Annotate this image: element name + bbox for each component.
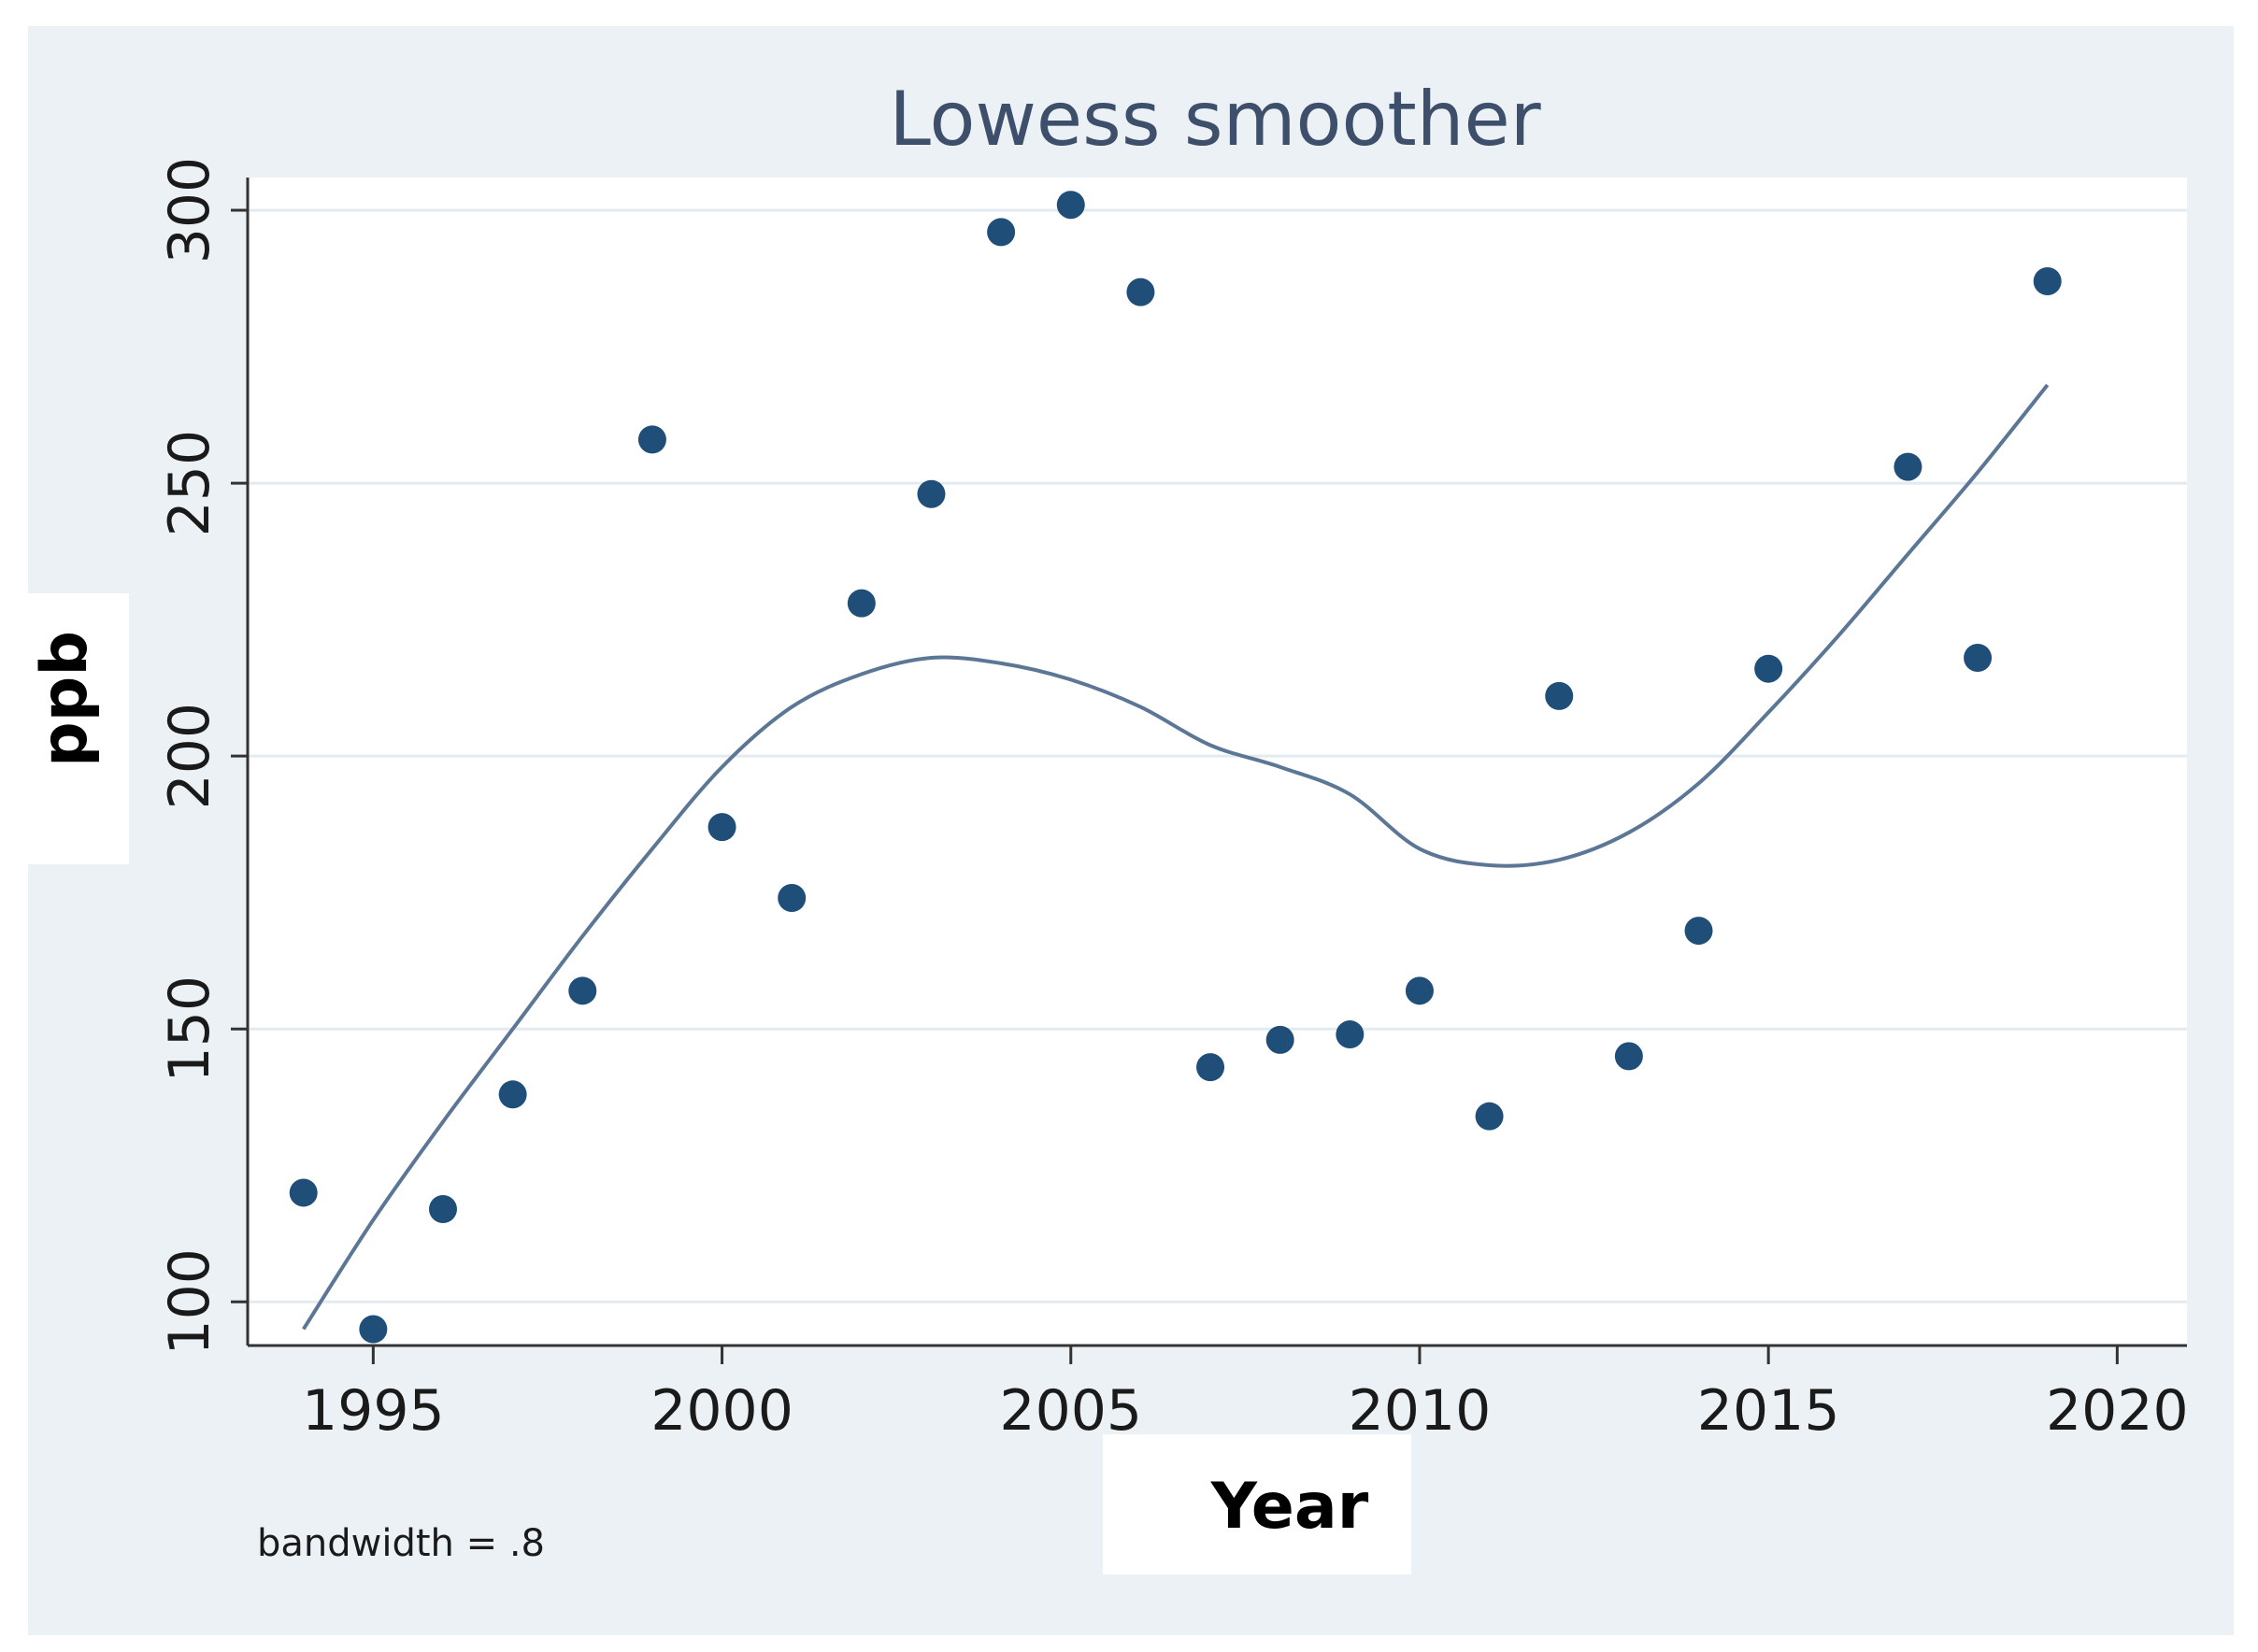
x-tick-label-2000: 2000 [650, 1378, 793, 1444]
x-tick-label-2005: 2005 [999, 1378, 1142, 1444]
scatter-point-2006 [1126, 278, 1155, 306]
scatter-point-2004 [987, 218, 1016, 247]
x-tick-label-2010: 2010 [1349, 1378, 1492, 1444]
scatter-point-2008 [1265, 1025, 1294, 1054]
y-axis-title-box [28, 593, 129, 864]
scatter-point-2013 [1614, 1042, 1643, 1071]
axes [231, 178, 2187, 1364]
y-tick-label-100: 100 [157, 1248, 222, 1356]
scatter-point-2009 [1336, 1020, 1365, 1049]
scatter-point-2019 [2033, 266, 2062, 295]
tick-labels: 100 150 200 250 300 1995 2000 2005 2010 2015 2020 [157, 157, 2189, 1444]
scatter-point-2010 [1405, 976, 1434, 1005]
scatter-point-2000 [707, 813, 736, 842]
lowess-line [302, 383, 2050, 1331]
y-axis-title: ppb [28, 631, 102, 767]
scatter-point-2018 [1964, 644, 1993, 673]
x-axis-title-box [1103, 1434, 1411, 1574]
gridlines [248, 208, 2187, 1303]
scatter-point-2005 [1056, 191, 1085, 220]
scatter-point-1994 [289, 1178, 318, 1207]
y-tick-label-250: 250 [157, 430, 222, 537]
scatter-point-1996 [428, 1194, 457, 1223]
y-tick-label-150: 150 [157, 976, 222, 1083]
x-tick-label-2020: 2020 [2046, 1378, 2189, 1444]
scatter-point-2002 [847, 589, 876, 618]
x-axis-title: Year [1210, 1470, 1369, 1544]
scatter-point-2014 [1684, 917, 1713, 946]
scatter-point-1999 [637, 425, 666, 454]
y-tick-label-200: 200 [157, 703, 222, 810]
x-tick-label-2015: 2015 [1697, 1378, 1840, 1444]
x-tick-label-1995: 1995 [302, 1378, 445, 1444]
scatter-point-2001 [778, 884, 807, 913]
y-tick-label-300: 300 [157, 157, 222, 264]
scatter-point-1995 [359, 1315, 388, 1344]
scatter-points-layer [289, 191, 2062, 1344]
scatter-point-2003 [917, 479, 946, 508]
scatter-point-2015 [1754, 654, 1783, 683]
scatter-point-1998 [568, 976, 597, 1005]
bandwidth-note: bandwidth = .8 [257, 1522, 545, 1565]
lowess-line-layer [302, 383, 2050, 1331]
scatter-point-2011 [1475, 1102, 1504, 1131]
scatter-point-2012 [1545, 681, 1574, 710]
scatter-point-1997 [498, 1080, 527, 1109]
plot-area [248, 178, 2187, 1346]
scatter-point-2007 [1196, 1053, 1225, 1082]
chart-title: Lowess smoother [889, 76, 1540, 163]
scatter-point-2017 [1894, 452, 1922, 481]
